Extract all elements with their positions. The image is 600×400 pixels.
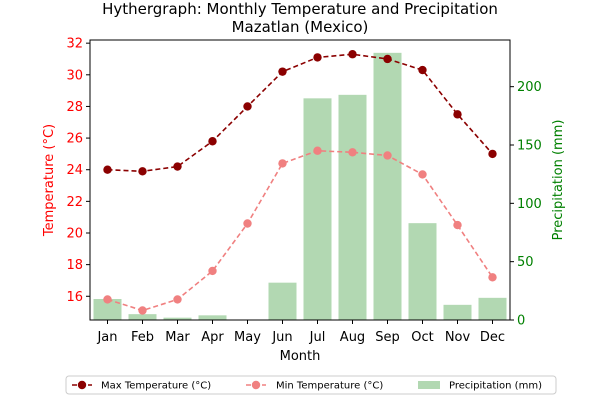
max-temp-point <box>453 110 462 119</box>
x-tick-label-aug: Aug <box>340 330 365 345</box>
x-axis-ticks: Jan Feb Mar Apr May Jun Jul Aug Sep Oct Nov Dec <box>96 320 505 345</box>
max-temp-point <box>348 50 357 59</box>
right-tick-label: 200 <box>517 80 542 95</box>
precip-bar-feb <box>128 314 157 320</box>
right-tick-label: 0 <box>517 314 525 329</box>
min-temp-point <box>453 220 462 230</box>
max-temp-point <box>313 53 322 62</box>
min-temp-point <box>278 159 287 168</box>
min-temp-point <box>383 151 392 160</box>
legend-frame <box>65 375 557 395</box>
min-temp-point <box>173 295 182 304</box>
x-tick-label-oct: Oct <box>411 330 433 345</box>
legend-min-temp-marker <box>251 380 261 390</box>
x-tick-label-jul: Jul <box>309 330 326 345</box>
legend-max-temp-marker <box>77 380 87 390</box>
legend-precip-swatch <box>418 381 440 389</box>
left-tick-label: 20 <box>66 226 83 241</box>
precip-bar-dec <box>478 297 507 320</box>
right-tick-label: 100 <box>517 197 542 212</box>
min-temp-point <box>313 146 322 155</box>
left-axis-title: Temperature (°C) <box>42 124 57 237</box>
min-temp-line <box>107 149 494 312</box>
max-temp-point <box>418 65 427 75</box>
left-tick-label: 32 <box>66 37 83 52</box>
temperature-lines <box>103 50 497 315</box>
left-tick-label: 28 <box>66 100 83 115</box>
left-tick-label: 30 <box>66 68 83 83</box>
max-temp-line <box>107 53 494 173</box>
precip-bar-nov <box>443 304 472 320</box>
precip-bar-apr <box>198 315 227 320</box>
precip-bar-jul <box>303 98 332 320</box>
precip-bar-jun <box>268 282 297 320</box>
x-tick-label-apr: Apr <box>201 330 224 345</box>
max-temp-point <box>208 137 217 146</box>
x-tick-label-dec: Dec <box>480 330 505 345</box>
min-temp-point <box>103 295 112 304</box>
chart-legend: Max Temperature (°C) Min Temperature (°C)… <box>65 375 557 395</box>
x-tick-label-jun: Jun <box>271 330 292 345</box>
max-temp-point <box>278 67 287 76</box>
max-temp-point <box>488 149 497 159</box>
min-temp-point <box>418 170 427 179</box>
left-tick-label: 24 <box>66 163 83 178</box>
chart-title: Hythergraph: Monthly Temperature and Pre… <box>102 0 498 18</box>
x-tick-label-nov: Nov <box>445 330 471 345</box>
x-tick-label-feb: Feb <box>131 330 154 345</box>
min-temp-point <box>488 273 497 282</box>
x-axis-title: Month <box>280 349 321 364</box>
chart-subtitle: Mazatlan (Mexico) <box>232 18 369 36</box>
right-axis-ticks: 0 50 100 150 200 <box>510 80 542 329</box>
left-tick-label: 16 <box>66 290 83 305</box>
legend-max-temp-label: Max Temperature (°C) <box>101 381 211 392</box>
x-tick-label-may: May <box>234 330 261 345</box>
x-tick-label-sep: Sep <box>375 330 400 345</box>
precip-bar-sep <box>373 52 402 320</box>
left-axis-ticks: 16 18 20 22 24 26 28 30 32 <box>66 37 90 305</box>
legend-min-temp-label: Min Temperature (°C) <box>276 381 383 392</box>
left-tick-label: 26 <box>66 132 83 147</box>
min-temp-point <box>138 306 147 315</box>
x-tick-label-mar: Mar <box>165 330 190 345</box>
max-temp-point <box>243 102 252 111</box>
max-temp-point <box>138 167 147 176</box>
precip-bar-oct <box>408 223 437 320</box>
max-temp-point <box>383 54 392 64</box>
left-tick-label: 18 <box>66 258 83 273</box>
min-temp-point <box>243 219 252 228</box>
min-temp-point <box>208 266 217 276</box>
legend-precip-label: Precipitation (mm) <box>449 381 542 392</box>
right-tick-label: 50 <box>517 255 534 270</box>
right-tick-label: 150 <box>517 139 542 154</box>
x-tick-label-jan: Jan <box>96 330 117 345</box>
max-temp-point <box>103 165 112 174</box>
plot-frame <box>89 39 511 321</box>
precip-bar-mar <box>163 317 192 320</box>
left-tick-label: 22 <box>66 195 83 210</box>
max-temp-point <box>173 162 182 171</box>
precip-bar-aug <box>338 94 367 320</box>
precipitation-bars <box>93 52 507 320</box>
right-axis-title: Precipitation (mm) <box>551 120 566 241</box>
precip-bar-jan <box>93 299 122 320</box>
min-temp-point <box>348 148 357 157</box>
